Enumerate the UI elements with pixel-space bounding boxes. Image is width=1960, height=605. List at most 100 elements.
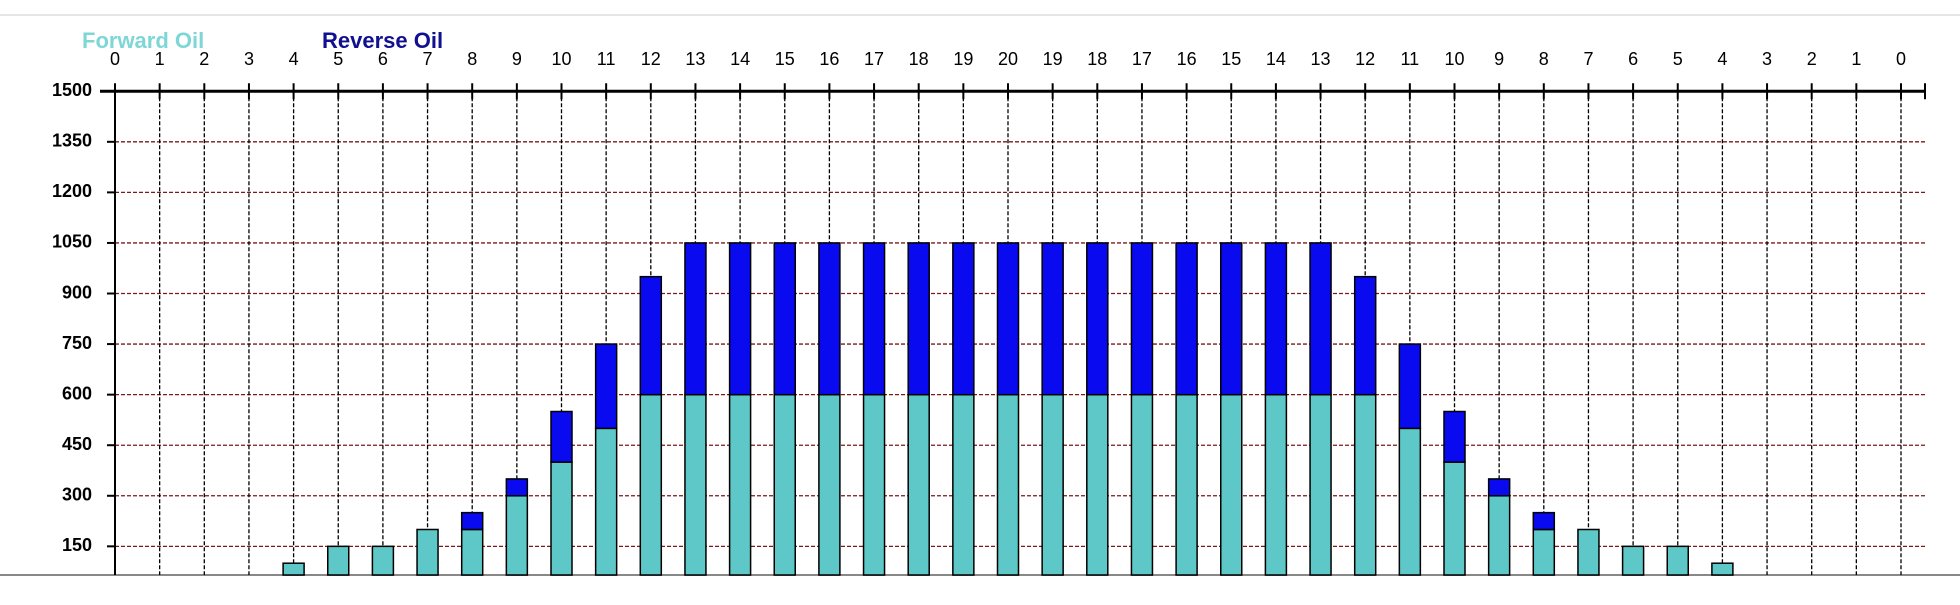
bar-segment bbox=[1711, 562, 1734, 576]
x-tick-label: 13 bbox=[1311, 49, 1331, 69]
bar-segment bbox=[818, 393, 841, 576]
x-tick-label: 20 bbox=[998, 49, 1018, 69]
bar-segment bbox=[1443, 410, 1466, 463]
bar-segment bbox=[1041, 242, 1064, 396]
bar-segment bbox=[371, 545, 395, 576]
bar-segment bbox=[594, 343, 618, 430]
bar-segment bbox=[505, 478, 529, 497]
legend-entry: Forward Oil bbox=[82, 28, 204, 53]
x-tick-label: 4 bbox=[1717, 49, 1727, 69]
x-tick-label: 12 bbox=[1355, 49, 1375, 69]
x-tick-label: 19 bbox=[1043, 49, 1063, 69]
x-tick-label: 4 bbox=[289, 49, 299, 69]
bar-segment bbox=[1175, 393, 1198, 576]
bar-segment bbox=[1041, 393, 1064, 576]
bar-segment bbox=[550, 410, 573, 463]
x-tick-label: 6 bbox=[378, 49, 388, 69]
y-tick-label: 1050 bbox=[52, 232, 92, 252]
x-tick-label: 19 bbox=[953, 49, 973, 69]
bar-segment bbox=[327, 545, 350, 576]
x-tick-label: 16 bbox=[819, 49, 839, 69]
bar-segment bbox=[952, 393, 975, 576]
bar-segment bbox=[282, 562, 305, 576]
x-tick-label: 18 bbox=[1087, 49, 1107, 69]
bar-segment bbox=[1577, 528, 1600, 576]
bar-segment bbox=[773, 242, 796, 396]
x-tick-label: 10 bbox=[1444, 49, 1464, 69]
bar-segment bbox=[996, 393, 1020, 576]
x-tick-label: 7 bbox=[1583, 49, 1593, 69]
x-tick-label: 5 bbox=[333, 49, 343, 69]
bar-segment bbox=[684, 393, 707, 576]
bar-segment bbox=[1220, 242, 1243, 396]
bar-segment bbox=[1487, 495, 1511, 576]
bar-segment bbox=[818, 242, 841, 396]
x-tick-label: 1 bbox=[155, 49, 165, 69]
bar-segment bbox=[1220, 393, 1243, 576]
bar-segment bbox=[862, 242, 886, 396]
x-tick-label: 0 bbox=[110, 49, 120, 69]
grid bbox=[114, 90, 1925, 575]
bar-segment bbox=[460, 511, 484, 531]
bar-segment bbox=[1086, 242, 1109, 396]
bar-segment bbox=[505, 495, 529, 576]
bar-segment bbox=[1353, 393, 1377, 576]
x-tick-label: 0 bbox=[1896, 49, 1906, 69]
x-tick-label: 18 bbox=[909, 49, 929, 69]
x-tick-label: 5 bbox=[1673, 49, 1683, 69]
bar-segment bbox=[1353, 275, 1377, 396]
bar-segment bbox=[639, 275, 663, 396]
x-tick-label: 11 bbox=[1401, 49, 1420, 69]
bars bbox=[282, 242, 1734, 576]
bar-segment bbox=[1398, 427, 1422, 576]
x-tick-label: 3 bbox=[244, 49, 254, 69]
bar-segment bbox=[684, 242, 707, 396]
x-tick-label: 14 bbox=[1266, 49, 1286, 69]
legend-entry: Reverse Oil bbox=[322, 28, 443, 53]
x-tick-label: 13 bbox=[685, 49, 705, 69]
bar-segment bbox=[416, 528, 439, 576]
y-tick-label: 150 bbox=[62, 535, 92, 555]
x-tick-label: 17 bbox=[864, 49, 884, 69]
bar-segment bbox=[1086, 393, 1109, 576]
x-tick-label: 9 bbox=[1494, 49, 1504, 69]
y-tick-label: 1500 bbox=[52, 80, 92, 100]
bar-segment bbox=[460, 528, 484, 576]
y-tick-label: 900 bbox=[62, 282, 92, 302]
x-tick-label: 1 bbox=[1851, 49, 1861, 69]
x-tick-label: 15 bbox=[1221, 49, 1241, 69]
bar-segment bbox=[996, 242, 1020, 396]
bar-segment bbox=[862, 393, 886, 576]
bar-segment bbox=[594, 427, 618, 576]
bar-segment bbox=[773, 393, 796, 576]
bar-segment bbox=[1309, 242, 1332, 396]
bar-segment bbox=[1666, 545, 1689, 576]
bar-segment bbox=[907, 242, 930, 396]
x-tick-label: 15 bbox=[775, 49, 795, 69]
x-tick-label: 8 bbox=[467, 49, 477, 69]
x-tick-label: 2 bbox=[199, 49, 209, 69]
x-tick-label: 6 bbox=[1628, 49, 1638, 69]
bar-segment bbox=[1532, 511, 1556, 531]
bar-segment bbox=[1443, 461, 1466, 576]
x-tick-label: 9 bbox=[512, 49, 522, 69]
bar-segment bbox=[1398, 343, 1422, 430]
bar-segment bbox=[952, 242, 975, 396]
x-tick-label: 3 bbox=[1762, 49, 1772, 69]
x-tick-label: 7 bbox=[423, 49, 433, 69]
x-tick-label: 8 bbox=[1539, 49, 1549, 69]
bar-segment bbox=[728, 242, 752, 396]
bar-segment bbox=[728, 393, 752, 576]
x-tick-label: 16 bbox=[1177, 49, 1197, 69]
bar-segment bbox=[1532, 528, 1556, 576]
x-tick-label: 11 bbox=[597, 49, 616, 69]
bar-segment bbox=[907, 393, 930, 576]
bar-segment bbox=[1130, 242, 1154, 396]
bar-segment bbox=[1175, 242, 1198, 396]
x-tick-label: 14 bbox=[730, 49, 750, 69]
y-tick-label: 1200 bbox=[52, 181, 92, 201]
x-tick-label: 10 bbox=[551, 49, 571, 69]
bar-segment bbox=[1309, 393, 1332, 576]
